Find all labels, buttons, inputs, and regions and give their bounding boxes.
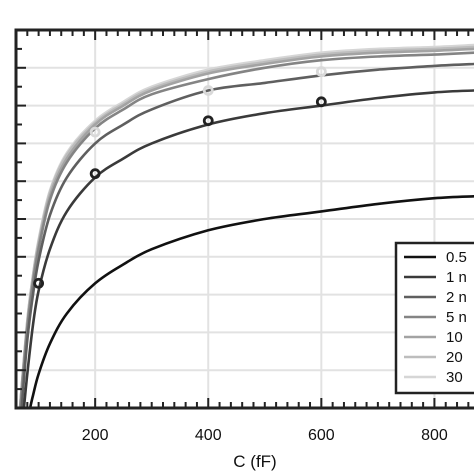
x-tick-label-3: 800 — [421, 427, 448, 444]
dark-points-marker-1 — [89, 168, 101, 180]
light-points-marker-2 — [315, 66, 327, 77]
series-line-1-n — [22, 89, 474, 410]
legend: 0.5 1 n 2 n 5 n 10 20 30 — [394, 241, 474, 395]
legend-label-1: 1 n — [446, 269, 467, 286]
dark-points-marker-2 — [202, 115, 214, 127]
legend-label-0: 0.5 — [446, 249, 467, 266]
dark-points-marker-3 — [315, 96, 327, 108]
legend-label-6: 30 — [446, 369, 463, 386]
x-tick-label-1: 400 — [195, 427, 222, 444]
series-line-5-n — [19, 51, 474, 410]
axes — [14, 28, 474, 410]
legend-label-5: 20 — [446, 349, 463, 366]
legend-label-2: 2 n — [446, 289, 467, 306]
light-points-marker-0 — [89, 126, 101, 138]
series-lines — [18, 43, 474, 410]
x-tick-label-0: 200 — [82, 427, 109, 444]
series-line-2-n — [20, 62, 474, 410]
dark-points-marker-0 — [33, 277, 45, 289]
legend-label-3: 5 n — [446, 309, 467, 326]
x-axis-label: C (fF) — [233, 452, 276, 471]
x-tick-label-2: 600 — [308, 427, 335, 444]
series-line-0.5 — [28, 195, 474, 410]
data-markers — [33, 66, 327, 289]
light-points-marker-1 — [202, 85, 214, 96]
x-tick-labels: 200 400 600 800 — [82, 427, 448, 444]
legend-label-4: 10 — [446, 329, 463, 346]
